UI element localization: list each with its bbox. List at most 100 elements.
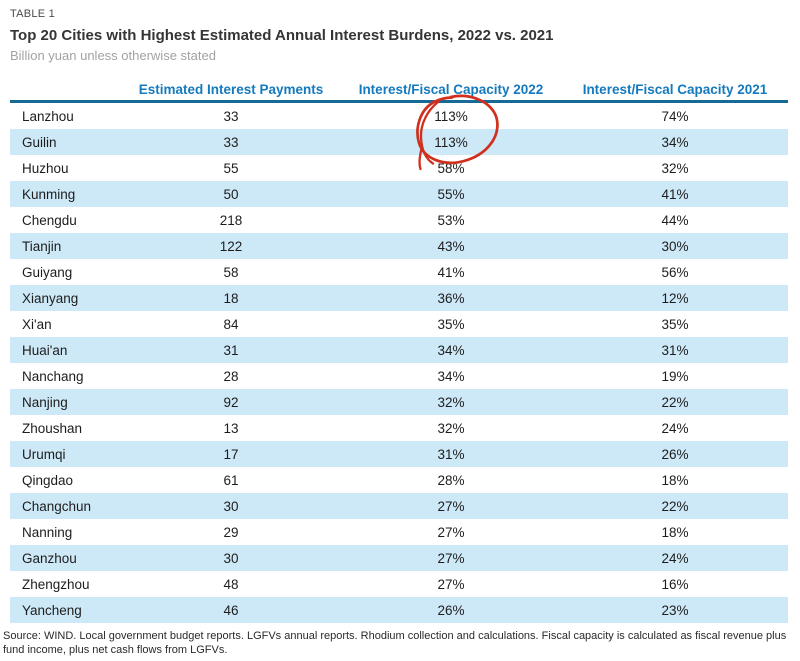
ifc-2022-cell: 55% (437, 186, 465, 202)
payments-cell: 30 (223, 550, 239, 566)
ifc-2021-cell: 74% (661, 108, 689, 124)
table-row: Guilin 33 113% 34% (10, 129, 788, 155)
ifc-2022-cell: 41% (437, 264, 465, 280)
payments-cell: 50 (223, 186, 239, 202)
payments-cell: 17 (223, 446, 239, 462)
ifc-2022-cell: 32% (437, 420, 465, 436)
table-header-row: Estimated Interest Payments Interest/Fis… (10, 75, 788, 103)
table-subtitle: Billion yuan unless otherwise stated (10, 48, 216, 63)
payments-cell: 18 (223, 290, 239, 306)
source-note: Source: WIND. Local government budget re… (3, 630, 787, 656)
city-cell: Guilin (22, 134, 57, 150)
ifc-2021-cell: 35% (661, 316, 689, 332)
city-cell: Huzhou (22, 160, 69, 176)
payments-cell: 84 (223, 316, 239, 332)
ifc-2021-cell: 41% (661, 186, 689, 202)
ifc-2022-cell: 53% (437, 212, 465, 228)
ifc-2022-cell: 43% (437, 238, 465, 254)
table-row: Zhengzhou 48 27% 16% (10, 571, 788, 597)
city-cell: Changchun (22, 498, 92, 514)
ifc-2021-cell: 32% (661, 160, 689, 176)
ifc-2022-cell: 31% (437, 446, 465, 462)
table-row: Lanzhou 33 113% 74% (10, 103, 788, 129)
city-cell: Xi'an (22, 316, 52, 332)
payments-cell: 218 (219, 212, 243, 228)
ifc-2022-cell: 27% (437, 524, 465, 540)
payments-cell: 55 (223, 160, 239, 176)
ifc-2021-cell: 56% (661, 264, 689, 280)
payments-cell: 33 (223, 108, 239, 124)
payments-cell: 13 (223, 420, 239, 436)
table-row: Guiyang 58 41% 56% (10, 259, 788, 285)
table-row: Xianyang 18 36% 12% (10, 285, 788, 311)
table-row: Tianjin 122 43% 30% (10, 233, 788, 259)
ifc-2021-cell: 12% (661, 290, 689, 306)
payments-cell: 31 (223, 342, 239, 358)
table-row: Huai'an 31 34% 31% (10, 337, 788, 363)
city-cell: Zhengzhou (22, 576, 90, 592)
city-cell: Ganzhou (22, 550, 77, 566)
city-cell: Chengdu (22, 212, 77, 228)
table-label: TABLE 1 (10, 8, 55, 20)
table-row: Yancheng 46 26% 23% (10, 597, 788, 623)
city-cell: Tianjin (22, 238, 62, 254)
ifc-2021-cell: 22% (661, 394, 689, 410)
payments-cell: 58 (223, 264, 239, 280)
payments-cell: 61 (223, 472, 239, 488)
city-cell: Kunming (22, 186, 76, 202)
ifc-2021-cell: 31% (661, 342, 689, 358)
city-cell: Urumqi (22, 446, 66, 462)
ifc-2021-cell: 18% (661, 524, 689, 540)
ifc-2022-cell: 34% (437, 342, 465, 358)
table-row: Ganzhou 30 27% 24% (10, 545, 788, 571)
data-table: Estimated Interest Payments Interest/Fis… (10, 75, 788, 623)
table-row: Kunming 50 55% 41% (10, 181, 788, 207)
city-cell: Nanchang (22, 368, 84, 384)
ifc-2021-cell: 19% (661, 368, 689, 384)
ifc-2021-cell: 26% (661, 446, 689, 462)
payments-cell: 29 (223, 524, 239, 540)
payments-column-header: Estimated Interest Payments (138, 82, 324, 97)
city-cell: Lanzhou (22, 108, 74, 124)
table-row: Changchun 30 27% 22% (10, 493, 788, 519)
ifc-2022-cell: 27% (437, 576, 465, 592)
ifc-2021-cell: 24% (661, 420, 689, 436)
ifc-2022-cell: 27% (437, 498, 465, 514)
ifc-2022-cell: 113% (434, 108, 468, 124)
ifc-2021-cell: 44% (661, 212, 689, 228)
ifc-2022-column-header: Interest/Fiscal Capacity 2022 (358, 82, 544, 97)
payments-cell: 33 (223, 134, 239, 150)
ifc-2021-column-header: Interest/Fiscal Capacity 2021 (582, 82, 768, 97)
city-cell: Nanning (22, 524, 73, 540)
table-row: Urumqi 17 31% 26% (10, 441, 788, 467)
ifc-2022-cell: 26% (437, 602, 465, 618)
table-row: Nanjing 92 32% 22% (10, 389, 788, 415)
table-row: Huzhou 55 58% 32% (10, 155, 788, 181)
ifc-2021-cell: 16% (661, 576, 689, 592)
ifc-2022-cell: 113% (434, 134, 468, 150)
ifc-2021-cell: 23% (661, 602, 689, 618)
city-cell: Zhoushan (22, 420, 83, 436)
ifc-2021-cell: 22% (661, 498, 689, 514)
city-cell: Huai'an (22, 342, 68, 358)
city-cell: Guiyang (22, 264, 73, 280)
city-cell: Qingdao (22, 472, 74, 488)
table-row: Zhoushan 13 32% 24% (10, 415, 788, 441)
ifc-2022-cell: 58% (437, 160, 465, 176)
payments-cell: 30 (223, 498, 239, 514)
ifc-2021-cell: 34% (661, 134, 689, 150)
payments-cell: 92 (223, 394, 239, 410)
table-row: Xi'an 84 35% 35% (10, 311, 788, 337)
payments-cell: 122 (219, 238, 243, 254)
ifc-2021-cell: 30% (661, 238, 689, 254)
table-row: Nanchang 28 34% 19% (10, 363, 788, 389)
table-row: Nanning 29 27% 18% (10, 519, 788, 545)
city-cell: Xianyang (22, 290, 79, 306)
payments-cell: 48 (223, 576, 239, 592)
ifc-2021-cell: 24% (661, 550, 689, 566)
payments-cell: 46 (223, 602, 239, 618)
ifc-2022-cell: 34% (437, 368, 465, 384)
ifc-2022-cell: 28% (437, 472, 465, 488)
table-body: Lanzhou 33 113% 74% Guilin 33 113% 34% Huzhou 55 5… (10, 103, 788, 623)
